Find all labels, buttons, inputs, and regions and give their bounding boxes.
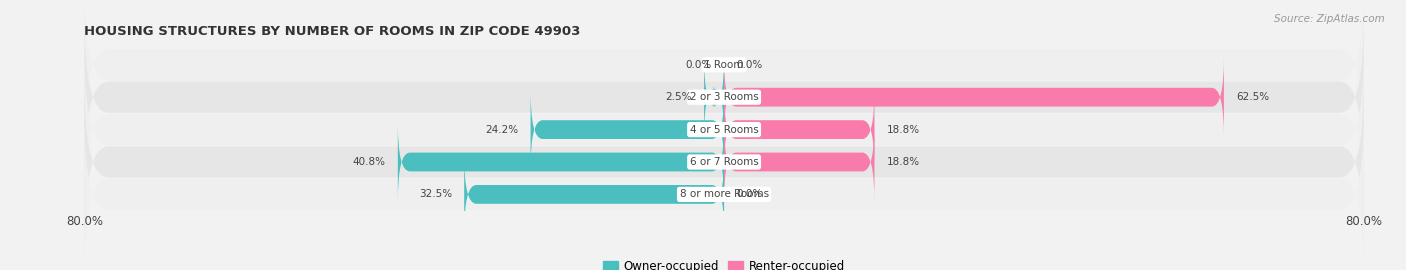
Text: 18.8%: 18.8%: [886, 124, 920, 135]
Text: 18.8%: 18.8%: [886, 157, 920, 167]
Text: 2.5%: 2.5%: [665, 92, 692, 102]
FancyBboxPatch shape: [704, 58, 724, 136]
FancyBboxPatch shape: [724, 58, 1223, 136]
Text: Source: ZipAtlas.com: Source: ZipAtlas.com: [1274, 14, 1385, 23]
FancyBboxPatch shape: [724, 123, 875, 201]
Text: 0.0%: 0.0%: [737, 60, 762, 70]
FancyBboxPatch shape: [84, 16, 1364, 179]
Text: 40.8%: 40.8%: [353, 157, 385, 167]
FancyBboxPatch shape: [398, 123, 724, 201]
FancyBboxPatch shape: [84, 113, 1364, 270]
Text: 62.5%: 62.5%: [1236, 92, 1270, 102]
Text: 0.0%: 0.0%: [737, 189, 762, 200]
Text: 24.2%: 24.2%: [485, 124, 519, 135]
Text: 1 Room: 1 Room: [704, 60, 744, 70]
FancyBboxPatch shape: [464, 155, 724, 234]
FancyBboxPatch shape: [724, 90, 875, 169]
FancyBboxPatch shape: [84, 48, 1364, 211]
Text: 8 or more Rooms: 8 or more Rooms: [679, 189, 769, 200]
FancyBboxPatch shape: [84, 80, 1364, 244]
Text: 4 or 5 Rooms: 4 or 5 Rooms: [690, 124, 758, 135]
Text: 2 or 3 Rooms: 2 or 3 Rooms: [690, 92, 758, 102]
Text: 0.0%: 0.0%: [686, 60, 711, 70]
Legend: Owner-occupied, Renter-occupied: Owner-occupied, Renter-occupied: [599, 255, 849, 270]
Text: HOUSING STRUCTURES BY NUMBER OF ROOMS IN ZIP CODE 49903: HOUSING STRUCTURES BY NUMBER OF ROOMS IN…: [84, 25, 581, 38]
FancyBboxPatch shape: [530, 90, 724, 169]
Text: 32.5%: 32.5%: [419, 189, 453, 200]
Text: 6 or 7 Rooms: 6 or 7 Rooms: [690, 157, 758, 167]
FancyBboxPatch shape: [84, 0, 1364, 146]
